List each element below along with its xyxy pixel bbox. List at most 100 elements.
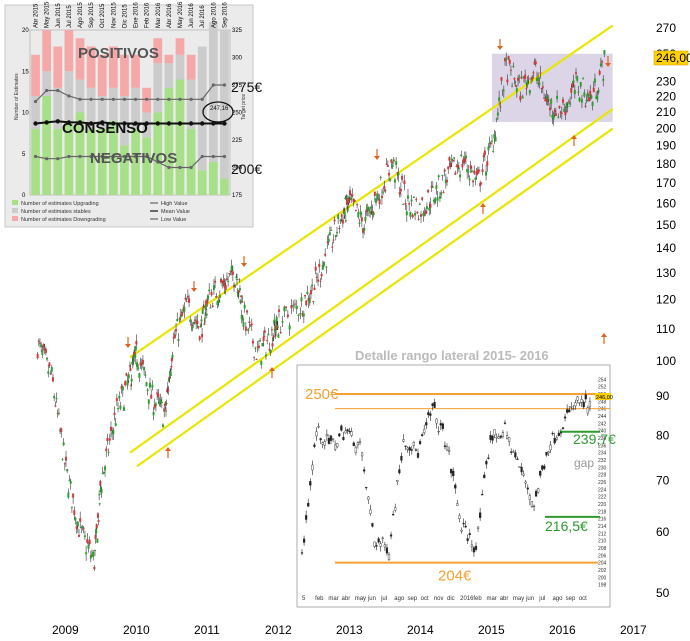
consensus-yright-tick: 275 bbox=[232, 83, 243, 89]
candle-body bbox=[47, 371, 50, 374]
detail-level-label: 239,7€ bbox=[573, 431, 616, 447]
candle-body bbox=[172, 337, 175, 339]
detail-candle-body bbox=[485, 461, 488, 465]
candle-body bbox=[547, 99, 550, 101]
candle-body bbox=[54, 405, 57, 407]
candle-body bbox=[87, 545, 90, 549]
detail-candle-body bbox=[526, 487, 529, 490]
candle-body bbox=[477, 169, 480, 172]
candle-body bbox=[538, 82, 541, 86]
candle-body bbox=[115, 398, 118, 402]
detail-y-tick: 244 bbox=[598, 414, 607, 420]
candle-body bbox=[420, 214, 422, 217]
candle-body bbox=[266, 340, 269, 342]
detail-candle-body bbox=[389, 534, 393, 537]
consensus-bar bbox=[86, 129, 96, 195]
candle-body bbox=[185, 301, 188, 303]
candle-body bbox=[98, 494, 101, 496]
turning-point-arrow bbox=[269, 367, 275, 378]
detail-y-tick: 240 bbox=[598, 429, 607, 435]
candle-body bbox=[433, 199, 436, 202]
candle-body bbox=[248, 321, 251, 323]
consensus-bar bbox=[220, 30, 229, 179]
detail-candle-body bbox=[313, 444, 316, 447]
candle-body bbox=[53, 395, 56, 399]
consensus-point bbox=[33, 99, 38, 104]
candle-body bbox=[99, 486, 102, 491]
detail-candle-body bbox=[545, 452, 548, 456]
candle-body bbox=[474, 177, 477, 180]
consensus-point bbox=[133, 154, 138, 159]
consensus-point bbox=[133, 121, 138, 126]
candle-body bbox=[86, 539, 89, 543]
detail-y-tick: 208 bbox=[598, 546, 607, 552]
candle-body bbox=[513, 78, 516, 80]
candle-body bbox=[475, 171, 478, 176]
candle-body bbox=[502, 90, 505, 92]
candle-body bbox=[518, 76, 521, 78]
detail-candle-body bbox=[576, 396, 579, 401]
detail-candle-body bbox=[534, 490, 538, 497]
candle-body bbox=[156, 392, 159, 395]
detail-y-tick: 248 bbox=[598, 399, 607, 405]
y-tick-label: 220 bbox=[656, 90, 676, 104]
candle-body bbox=[530, 78, 533, 80]
detail-candle-body bbox=[317, 426, 320, 428]
consensus-point bbox=[222, 121, 227, 126]
candle-body bbox=[76, 521, 79, 527]
candle-body bbox=[463, 157, 466, 163]
candle-body bbox=[141, 359, 144, 365]
candle-body bbox=[467, 171, 470, 173]
candle-body bbox=[341, 219, 344, 224]
candle-body bbox=[483, 150, 486, 155]
candle-body bbox=[470, 170, 473, 172]
detail-candle-body bbox=[474, 545, 478, 550]
consensus-point bbox=[122, 97, 127, 101]
candle-body bbox=[321, 265, 324, 270]
detail-x-label: jul bbox=[380, 596, 387, 602]
consensus-bar bbox=[197, 170, 207, 195]
candle-body bbox=[384, 190, 387, 192]
candle-body bbox=[552, 114, 555, 120]
candle-body bbox=[203, 323, 206, 325]
consensus-point bbox=[167, 165, 171, 170]
detail-y-tick: 238 bbox=[598, 436, 607, 442]
detail-candle-body bbox=[443, 445, 447, 447]
candle-body bbox=[559, 111, 562, 113]
candle-body bbox=[292, 304, 295, 307]
consensus-yleft-tick: 15 bbox=[22, 69, 29, 75]
candle-body bbox=[481, 169, 484, 172]
detail-candle-body bbox=[354, 446, 357, 453]
detail-candle-body bbox=[377, 538, 380, 543]
detail-candle-body bbox=[586, 407, 589, 414]
candle-body bbox=[221, 284, 224, 286]
candle-body bbox=[120, 385, 123, 390]
candle-body bbox=[430, 185, 433, 188]
consensus-bar bbox=[75, 79, 85, 113]
candle-body bbox=[410, 199, 413, 202]
candle-body bbox=[326, 241, 329, 243]
detail-candle-body bbox=[302, 538, 306, 543]
candle-body bbox=[63, 463, 66, 465]
candle-body bbox=[188, 298, 191, 303]
candle-body bbox=[485, 171, 488, 176]
candle-body bbox=[506, 79, 509, 83]
consensus-bar bbox=[97, 54, 107, 96]
candle-body bbox=[378, 199, 381, 205]
detail-candle-body bbox=[427, 412, 430, 416]
target-low-label: 200€ bbox=[231, 161, 262, 177]
candle-body bbox=[227, 281, 230, 283]
candle-body bbox=[271, 343, 274, 347]
y-tick-label: 60 bbox=[656, 525, 670, 539]
candle-body bbox=[431, 186, 434, 188]
candle-body bbox=[253, 356, 256, 358]
detail-candle-body bbox=[392, 514, 395, 516]
candle-body bbox=[404, 203, 407, 205]
detail-candle-body bbox=[541, 465, 544, 470]
candle-body bbox=[436, 197, 439, 201]
candle-body bbox=[337, 215, 340, 219]
candle-body bbox=[468, 178, 471, 181]
candle-body bbox=[72, 493, 75, 498]
candle-body bbox=[389, 178, 392, 181]
y-tick-label: 270 bbox=[656, 21, 676, 35]
